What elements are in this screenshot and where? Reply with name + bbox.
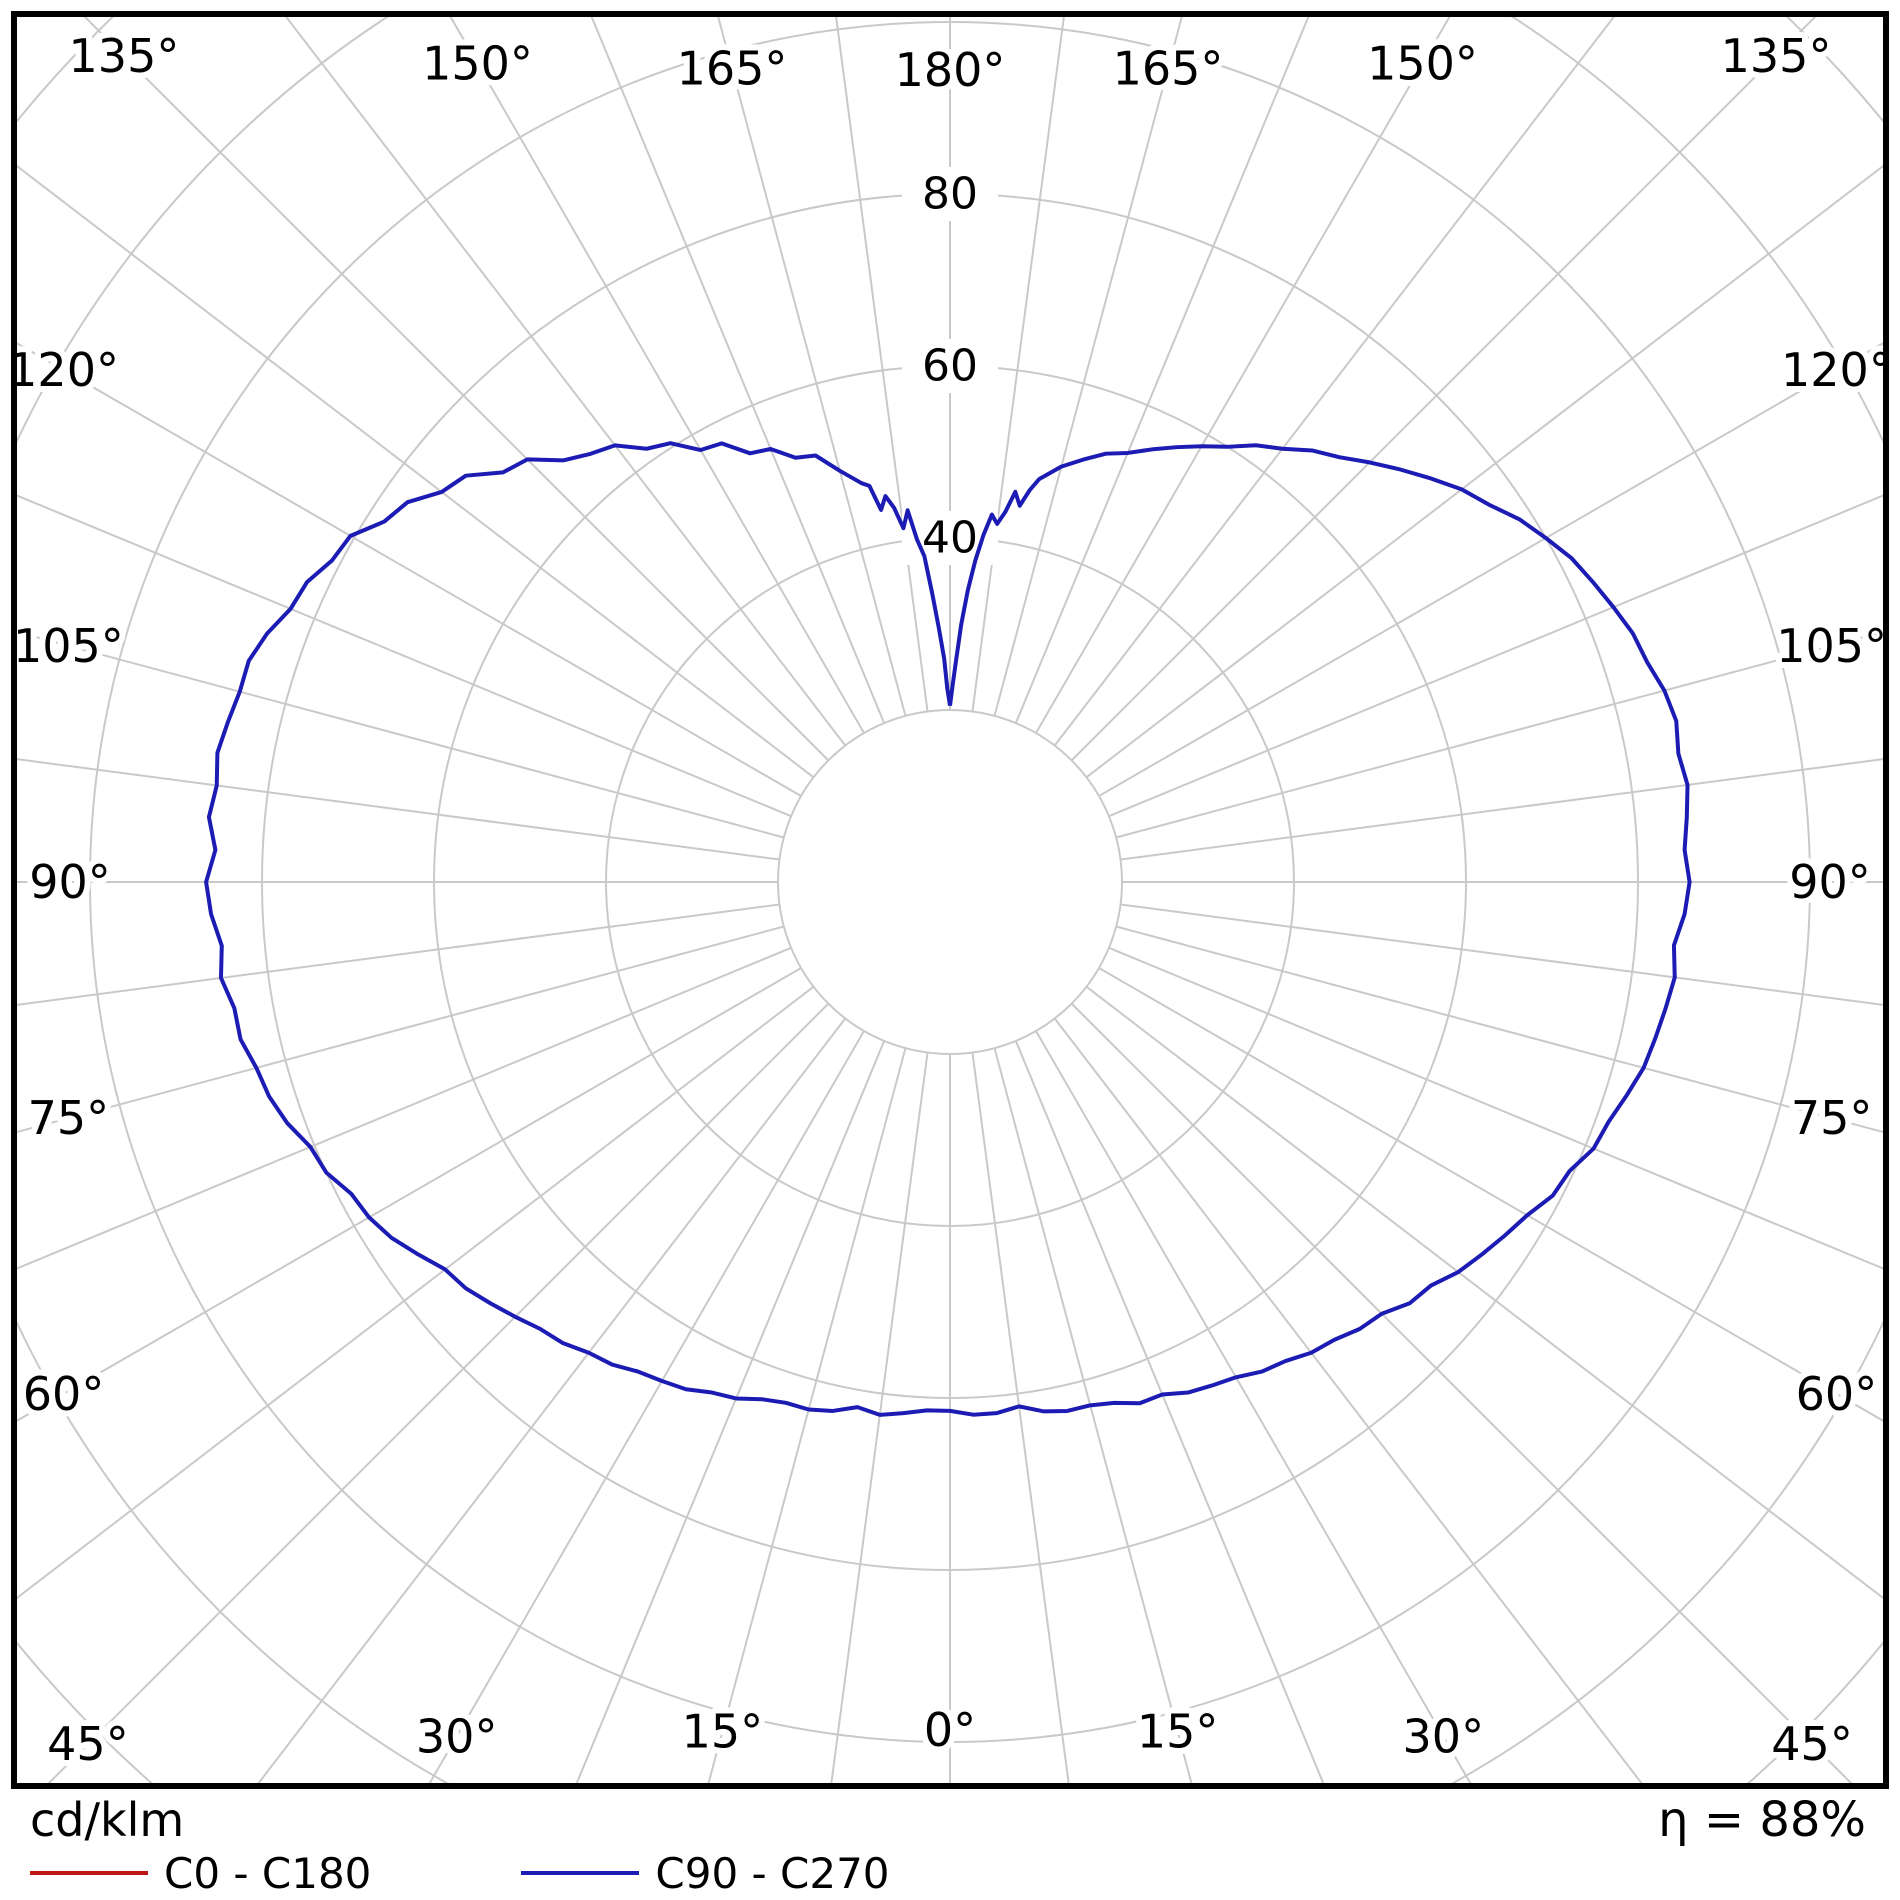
grid-spoke bbox=[449, 17, 865, 734]
grid-spoke bbox=[428, 1030, 865, 1783]
angle-label: 150° bbox=[422, 37, 533, 91]
grid-spoke bbox=[971, 17, 1065, 712]
c0-c180-line-swatch bbox=[30, 1871, 148, 1875]
polar-chart: 40 60 80 0° 15° 15° 30° 30° 45° 45° 60° 60° 75° 75° 90… bbox=[8, 11, 1892, 1789]
plot-border bbox=[11, 11, 1889, 1789]
angle-label: 15° bbox=[1137, 1705, 1219, 1759]
grid-spoke bbox=[17, 903, 780, 1006]
angle-label: 135° bbox=[1721, 29, 1832, 83]
grid-spoke bbox=[17, 342, 802, 797]
polar-grid: 40 60 80 0° 15° 15° 30° 30° 45° 45° 60° 60° 75° 75° 90… bbox=[8, 17, 1892, 1783]
grid-spoke bbox=[83, 17, 830, 762]
c90-c270-line-swatch bbox=[521, 1871, 640, 1875]
grid-spoke bbox=[17, 985, 815, 1600]
units-label: cd/klm bbox=[30, 1793, 185, 1847]
grid-spoke bbox=[1098, 342, 1883, 797]
grid-spoke bbox=[1108, 494, 1883, 818]
radial-tick-label: 80 bbox=[922, 169, 978, 220]
angle-label: 120° bbox=[1781, 343, 1892, 397]
angle-label: 30° bbox=[416, 1709, 498, 1763]
footer-labels-row: cd/klm η = 88% bbox=[30, 1792, 1866, 1848]
legend: C0 - C180 C90 - C270 bbox=[30, 1848, 890, 1898]
grid-spoke bbox=[993, 1047, 1193, 1783]
grid-spoke bbox=[17, 967, 802, 1422]
angle-label: 75° bbox=[1791, 1091, 1873, 1145]
grid-spoke bbox=[17, 925, 785, 1134]
grid-spoke bbox=[835, 17, 929, 712]
chart-footer: cd/klm η = 88% C0 - C180 C90 - C270 bbox=[0, 1792, 1900, 1900]
angle-label: 45° bbox=[1771, 1717, 1853, 1771]
efficiency-label: η = 88% bbox=[1658, 1792, 1866, 1848]
grid-spoke bbox=[1053, 17, 1615, 747]
grid-spoke bbox=[17, 164, 815, 779]
grid-spoke bbox=[1070, 1002, 1853, 1783]
grid-spoke bbox=[1108, 946, 1883, 1270]
angle-label: 60° bbox=[23, 1367, 105, 1421]
grid-spoke bbox=[1035, 1030, 1472, 1783]
grid-spoke bbox=[1035, 17, 1451, 734]
angle-label: 120° bbox=[8, 343, 119, 397]
radial-tick-backing bbox=[902, 167, 998, 221]
grid-spoke bbox=[971, 1052, 1070, 1783]
angle-label: 75° bbox=[28, 1091, 110, 1145]
grid-spoke bbox=[257, 1017, 847, 1783]
angle-label: 45° bbox=[47, 1717, 129, 1771]
angle-label: 105° bbox=[1776, 619, 1887, 673]
angle-label: 90° bbox=[29, 855, 111, 909]
grid-spoke bbox=[17, 758, 780, 861]
angle-label: 150° bbox=[1367, 37, 1478, 91]
legend-item-c0-c180: C0 - C180 bbox=[30, 1849, 371, 1898]
grid-spoke bbox=[17, 494, 792, 818]
grid-spoke bbox=[707, 1047, 907, 1783]
angle-label: 0° bbox=[924, 1703, 976, 1757]
grid-spoke bbox=[590, 17, 886, 724]
radial-tick-backing bbox=[902, 339, 998, 393]
grid-spoke bbox=[1053, 1017, 1643, 1783]
angle-label: 180° bbox=[895, 43, 1006, 97]
legend-label-c90-c270: C90 - C270 bbox=[655, 1848, 890, 1898]
grid-spoke bbox=[1014, 1040, 1325, 1783]
grid-spoke bbox=[717, 17, 907, 717]
angle-label: 90° bbox=[1789, 855, 1871, 909]
angle-label: 165° bbox=[1113, 41, 1224, 95]
angle-label: 105° bbox=[13, 619, 124, 673]
curve-c90-c270 bbox=[204, 441, 1692, 1417]
angle-label: 30° bbox=[1403, 1709, 1485, 1763]
grid-spoke bbox=[285, 17, 847, 747]
grid-spoke bbox=[993, 17, 1183, 717]
grid-spoke bbox=[1085, 985, 1883, 1600]
grid-spoke bbox=[1120, 903, 1883, 1006]
angle-label: 15° bbox=[682, 1705, 764, 1759]
legend-label-c0-c180: C0 - C180 bbox=[164, 1848, 372, 1898]
radial-tick-label: 60 bbox=[922, 341, 978, 392]
grid-spoke bbox=[1070, 17, 1817, 762]
grid-spoke bbox=[830, 1052, 929, 1783]
grid-spoke bbox=[1098, 967, 1883, 1422]
grid-spoke bbox=[1120, 758, 1883, 861]
grid-spoke bbox=[1115, 630, 1883, 839]
grid-spoke bbox=[17, 946, 792, 1270]
angle-label: 60° bbox=[1796, 1367, 1878, 1421]
angle-label: 165° bbox=[677, 41, 788, 95]
grid-spoke bbox=[17, 630, 785, 839]
angle-label: 135° bbox=[69, 29, 180, 83]
grid-spoke bbox=[47, 1002, 830, 1783]
legend-item-c90-c270: C90 - C270 bbox=[521, 1848, 890, 1898]
grid-spoke bbox=[1085, 164, 1883, 779]
grid-spoke bbox=[1115, 925, 1883, 1134]
grid-spoke bbox=[575, 1040, 886, 1783]
radial-tick-label: 40 bbox=[922, 513, 978, 564]
grid-spoke bbox=[1014, 17, 1310, 724]
